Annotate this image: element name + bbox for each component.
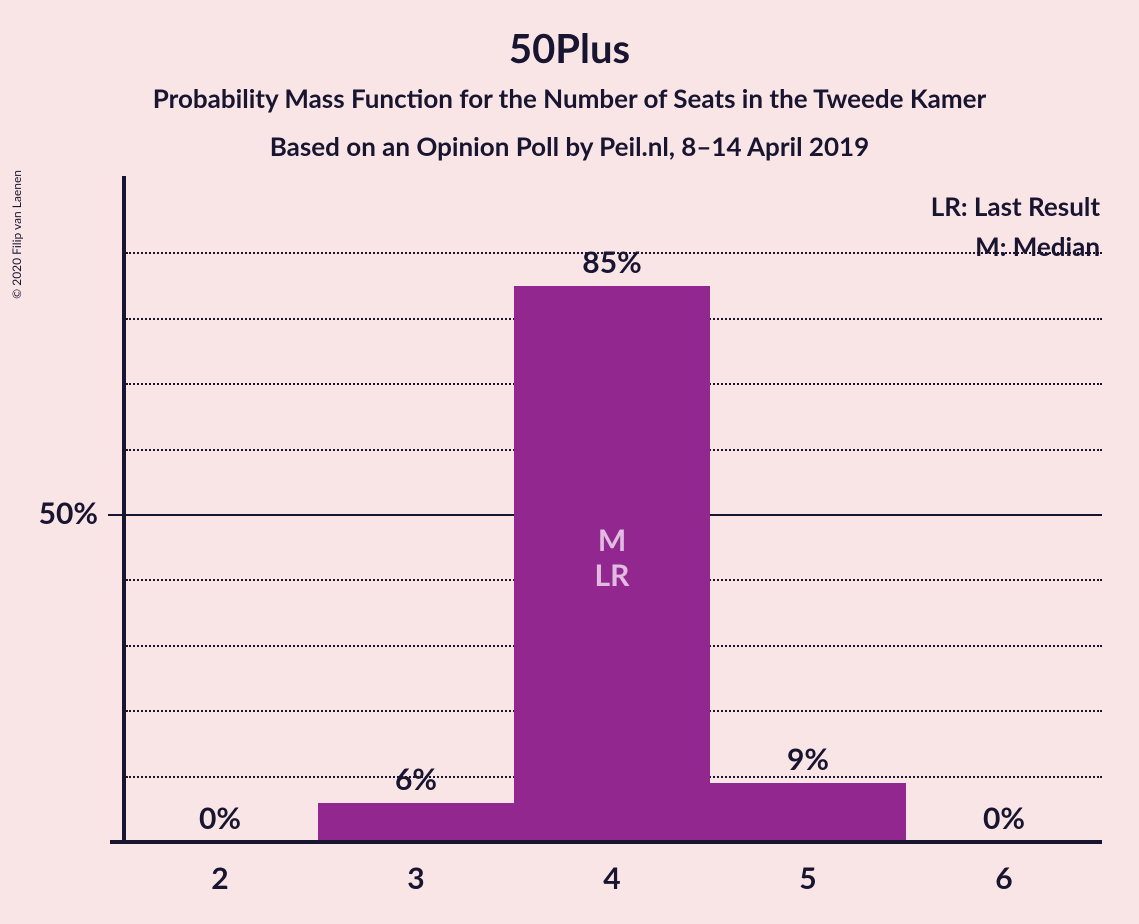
bar-inner-median-lr: MLR — [514, 523, 710, 592]
bar-5 — [710, 783, 906, 842]
chart-title: 50Plus — [0, 24, 1139, 72]
y-tick-label-50: 50% — [39, 495, 98, 531]
x-tick-label-3: 3 — [318, 860, 514, 896]
x-axis — [110, 840, 1102, 844]
copyright-text: © 2020 Filip van Laenen — [9, 170, 24, 299]
legend-median: M: Median — [975, 230, 1100, 262]
bar-value-label-2: 0% — [122, 800, 318, 836]
bar-value-label-5: 9% — [710, 741, 906, 777]
x-tick-label-5: 5 — [710, 860, 906, 896]
chart-subtitle-1: Probability Mass Function for the Number… — [0, 82, 1139, 114]
legend-lr: LR: Last Result — [931, 190, 1100, 222]
pmf-bar-chart: 50Plus Probability Mass Function for the… — [0, 0, 1139, 924]
bar-3 — [318, 803, 514, 842]
x-tick-label-2: 2 — [122, 860, 318, 896]
bar-value-label-4: 85% — [514, 244, 710, 280]
y-axis — [122, 176, 126, 842]
x-tick-label-6: 6 — [906, 860, 1102, 896]
bar-inner-line1: M — [514, 523, 710, 558]
plot-area: 50%0%26%385%49%50%6MLRLR: Last ResultM: … — [122, 188, 1102, 842]
chart-subtitle-2: Based on an Opinion Poll by Peil.nl, 8–1… — [0, 130, 1139, 162]
bar-value-label-6: 0% — [906, 800, 1102, 836]
bar-inner-line2: LR — [514, 558, 710, 593]
bar-value-label-3: 6% — [318, 761, 514, 797]
x-tick-label-4: 4 — [514, 860, 710, 896]
